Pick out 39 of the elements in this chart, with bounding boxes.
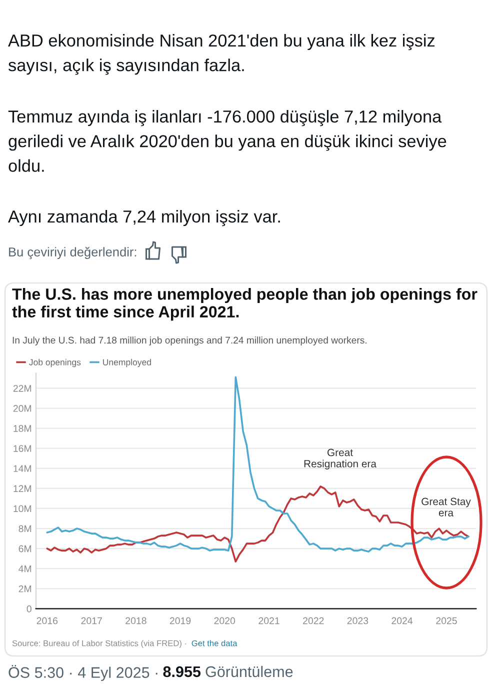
y-tick-label: 8M xyxy=(18,525,32,532)
x-tick-label: 2025 xyxy=(436,617,457,624)
text: ABD ekonomisinde Nisan 2021'den bu yana ilk kez işsiz sayısı, açık iş sayısından fazla. xyxy=(8,34,435,75)
y-tick-label: 22M xyxy=(13,384,32,392)
chart-title: The U.S. has more unemployed people than job openings for the first time since April 2021. xyxy=(12,288,478,321)
y-tick-label: 16M xyxy=(14,445,32,452)
y-tick-label: 12M xyxy=(14,485,32,492)
x-tick-label: 2024 xyxy=(392,617,413,624)
y-tick-label: 20M xyxy=(13,405,32,412)
x-tick-label: 2022 xyxy=(303,617,324,624)
y-tick-label: 10M xyxy=(14,505,32,512)
text: ÖS 5:30 · 4 Eyl 2025 · xyxy=(8,665,158,681)
chart-subtitle: In July the U.S. had 7.18 million job openings and 7.24 million unemployed workers. xyxy=(12,336,366,346)
x-tick-label: 2021 xyxy=(258,617,280,624)
y-tick-label: 18M xyxy=(14,425,32,432)
x-tick-label: 2018 xyxy=(126,617,146,624)
y-tick-label: 0 xyxy=(26,605,32,612)
text: Aynı zamanda 7,24 milyon işsiz var. xyxy=(8,210,280,226)
text: Get the data xyxy=(192,640,238,646)
text: 8.955 xyxy=(163,666,201,678)
y-tick-label: 14M xyxy=(14,465,32,472)
x-tick-label: 2020 xyxy=(214,617,236,624)
x-tick-label: 2016 xyxy=(36,617,58,624)
text: Temmuz ayında iş ilanları -176.000 düşüşle 7,12 milyona geriledi ve Aralık 2020'den bu yana en düşük ikinci seviye oldu. xyxy=(8,110,446,172)
text: Görüntüleme xyxy=(206,666,293,678)
x-tick-label: 2017 xyxy=(81,617,102,624)
y-tick-label: 6M xyxy=(18,545,32,552)
line-series xyxy=(46,376,470,552)
y-tick-label: 4M xyxy=(18,565,32,572)
annotation: Great Stay era xyxy=(422,498,471,516)
legend-label: Job openings xyxy=(29,358,81,368)
source-note: Source: Bureau of Labor Statistics (via FRED) · xyxy=(12,640,186,648)
line-series xyxy=(46,486,470,563)
y-tick-label: 2M xyxy=(18,585,32,592)
x-tick-label: 2023 xyxy=(347,617,368,624)
x-tick-label: 2019 xyxy=(170,617,191,624)
annotation: Great Resignation era xyxy=(304,448,376,470)
text: Bu çeviriyi değerlendir: xyxy=(9,246,136,260)
legend-label: Unemployed xyxy=(103,358,151,368)
